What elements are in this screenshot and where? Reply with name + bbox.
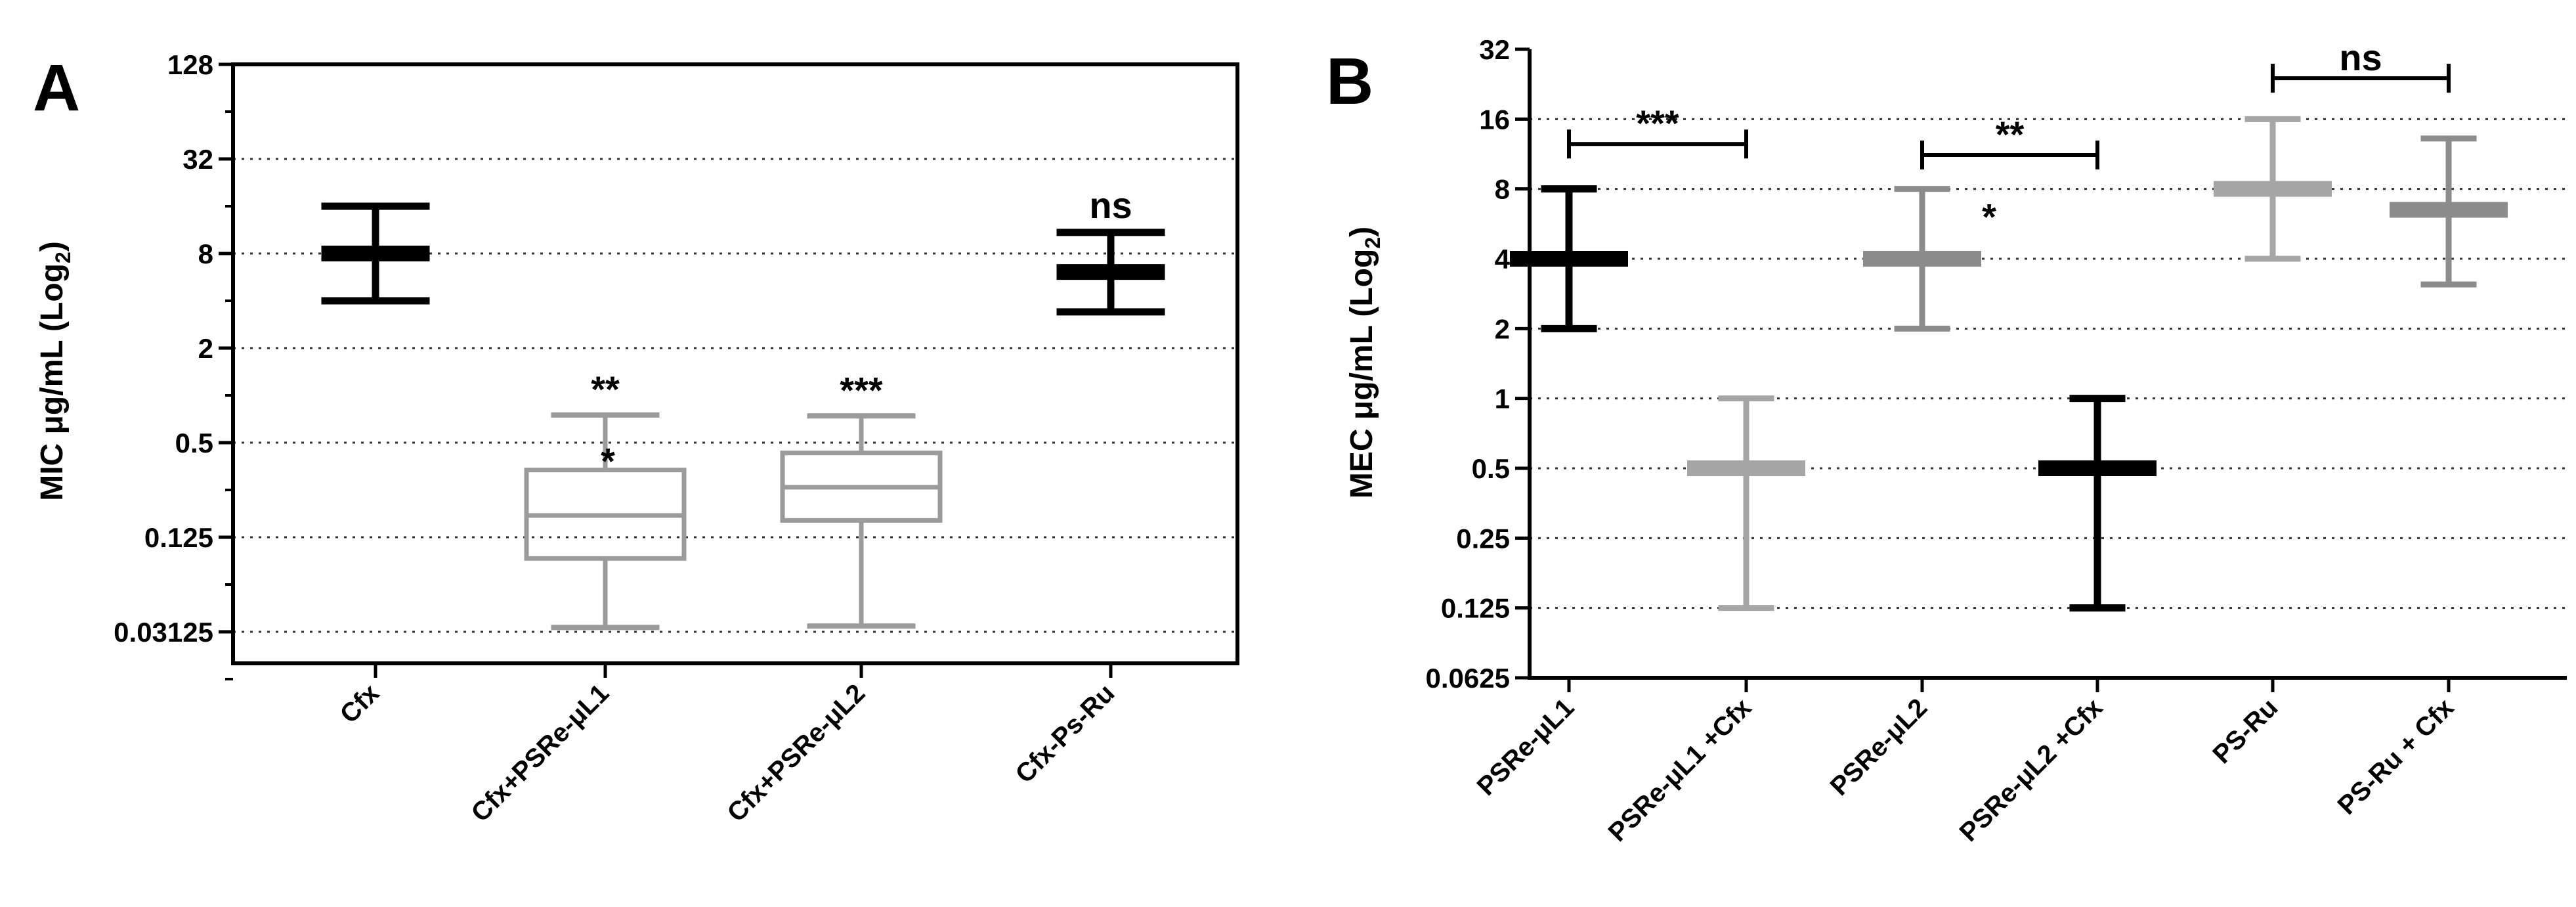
y-tick-label: 2 [1495,313,1510,344]
y-tick-label: 32 [1479,34,1510,65]
panel-a-frame [231,62,1239,665]
panel-b-y-axis-label: MEC μg/mL (Log2) [1344,227,1385,498]
x-tick-label-psre-l1-cfx: PSRe-μL1 +Cfx [1603,693,1757,847]
y-tick-label: 128 [167,49,213,80]
x-tick-label-psre-l2-cfx: PSRe-μL2 +Cfx [1954,693,2109,847]
y-tick-label: 0.25 [1456,523,1510,554]
x-tick-label-cfx-ps-ru: Cfx-Ps-Ru [1010,678,1121,789]
panel-letter-b: B [1326,45,1373,118]
x-tick-label-psre-l1: PSRe-μL1 [1472,693,1580,801]
significance-label: ** [591,368,620,410]
y-tick-label: 2 [198,333,213,364]
y-tick-label: 8 [198,238,213,269]
x-tick-label-psre-l2: PSRe-μL2 [1825,693,1933,801]
y-tick-label: 0.5 [175,428,213,458]
significance-label: ** [1996,114,2025,155]
y-tick-label: 16 [1479,104,1510,135]
significance-label: *** [840,369,883,410]
x-tick-label-ps-ru: PS-Ru [2207,693,2283,769]
y-tick-label: 0.0625 [1426,663,1510,694]
y-tick-label: 4 [1495,244,1511,275]
y-tick-label: 0.125 [144,522,213,553]
y-tick-label: 8 [1495,174,1510,205]
panel-a-y-axis-label: MIC μg/mL (Log2) [35,241,75,501]
x-tick-label-cfx-psre-l2: Cfx+PSRe-μL2 [722,678,871,828]
y-tick-label: 0.5 [1472,453,1510,484]
significance-label: ns [1089,185,1132,226]
x-tick-label-ps-ru-cfx: PS-Ru + Cfx [2332,693,2460,820]
x-tick-label-cfx-psre-l1: Cfx+PSRe-μL1 [466,678,615,828]
y-tick-label: 1 [1495,384,1510,414]
significance-label: ns [2339,37,2382,78]
significance-label: * [1982,196,1996,238]
significance-label: * [601,441,615,482]
y-tick-label: 0.03125 [114,617,213,648]
y-tick-label: 0.125 [1441,593,1510,624]
y-tick-label: 32 [182,144,213,175]
x-tick-label-cfx: Cfx [335,678,385,729]
panel-letter-a: A [33,51,80,125]
significance-label: *** [1636,102,1679,144]
panel-a-chart: 128 32 8 2 0.5 0.125 0.03125 Cfx Cfx+PSRe-μL1 Cfx… [114,49,1237,828]
